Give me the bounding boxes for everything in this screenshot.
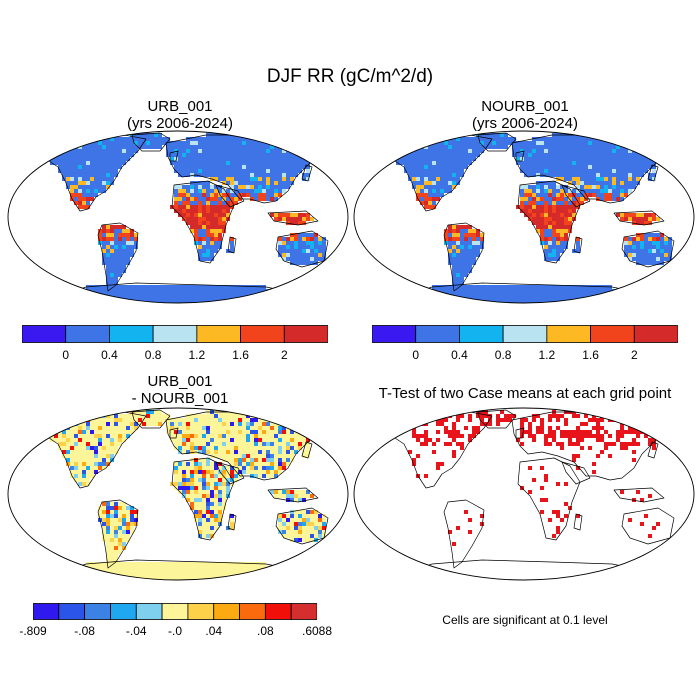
panel-title-nourb-line1: NOURB_001: [481, 98, 569, 115]
colorbar-swatch: [84, 603, 111, 620]
map-panel-nourb: [353, 130, 695, 304]
colorbar-nourb: [372, 325, 678, 343]
colorbar-swatch: [152, 325, 198, 343]
colorbar-swatch: [110, 603, 137, 620]
panel-title-diff-line2: - NOURB_001: [131, 390, 229, 407]
colorbar-tick-label: 0.8: [494, 348, 512, 362]
colorbar-tick-label: 1.6: [232, 348, 249, 362]
panel-title-urb-line1: URB_001: [147, 98, 213, 115]
colorbar-tick-label: -.08: [74, 624, 95, 638]
colorbar-swatch: [65, 325, 110, 343]
colorbar-swatch: [109, 325, 154, 343]
map-panel-diff: [7, 407, 349, 581]
colorbar-swatch: [22, 325, 67, 343]
colorbar-swatch: [290, 603, 317, 620]
figure-title: DJF RR (gC/m^2/d): [266, 66, 434, 87]
colorbar-tick-label: 0.4: [451, 348, 468, 362]
colorbar-swatch: [213, 603, 240, 620]
colorbar-swatch: [459, 325, 504, 343]
colorbar-tick-label: 0: [62, 348, 70, 362]
colorbar-tick-label: .6088: [301, 624, 333, 638]
colorbar-swatch: [283, 325, 328, 343]
map-panel-urb: [7, 130, 349, 304]
colorbar-tick-label: 1.2: [538, 348, 556, 362]
colorbar-swatch: [546, 325, 591, 343]
colorbar-tick-label: .08: [257, 624, 274, 638]
colorbar-tick-label: 0.4: [101, 348, 118, 362]
colorbar-swatch: [135, 603, 163, 620]
colorbar-tick-label: -.0: [167, 624, 183, 638]
colorbar-swatch: [58, 603, 86, 620]
panel-title-diff-line1: URB_001: [147, 373, 213, 390]
colorbar-urb: [22, 325, 328, 343]
colorbar-swatch: [196, 325, 241, 343]
colorbar-tick-label: -.04: [125, 624, 147, 638]
colorbar-swatch: [590, 325, 635, 343]
colorbar-tick-label: -.809: [19, 624, 47, 638]
panel-title-urb: URB_001 (yrs 2006-2024): [30, 98, 330, 132]
colorbar-swatch: [240, 325, 285, 343]
panel-title-urb-line2: (yrs 2006-2024): [127, 115, 233, 132]
colorbar-swatch: [187, 603, 215, 620]
colorbar-tick-label: 0: [412, 348, 420, 362]
significance-note: Cells are significant at 0.1 level: [442, 613, 608, 627]
colorbar-swatch: [264, 603, 292, 620]
panel-title-nourb: NOURB_001 (yrs 2006-2024): [375, 98, 675, 132]
colorbar-swatch: [239, 603, 266, 620]
panel-title-nourb-line2: (yrs 2006-2024): [472, 115, 578, 132]
panel-title-ttest-line1: T-Test of two Case means at each grid po…: [378, 385, 672, 402]
colorbar-tick-label: 0.8: [144, 348, 162, 362]
colorbar-swatch: [415, 325, 460, 343]
colorbar-tick-label: 1.2: [188, 348, 206, 362]
colorbar-swatch: [372, 325, 417, 343]
colorbar-tick-label: 2: [280, 348, 288, 362]
colorbar-tick-label: 1.6: [582, 348, 599, 362]
colorbar-tick-label: 2: [630, 348, 638, 362]
map-panel-ttest: [353, 407, 695, 581]
colorbar-swatch: [633, 325, 678, 343]
colorbar-swatch: [502, 325, 548, 343]
panel-title-diff: URB_001 - NOURB_001: [30, 373, 330, 407]
colorbar-swatch: [161, 603, 189, 620]
colorbar-tick-label: .04: [205, 624, 223, 638]
panel-title-ttest: T-Test of two Case means at each grid po…: [350, 385, 700, 402]
colorbar-swatch: [33, 603, 60, 620]
colorbar-diff: [33, 603, 317, 620]
